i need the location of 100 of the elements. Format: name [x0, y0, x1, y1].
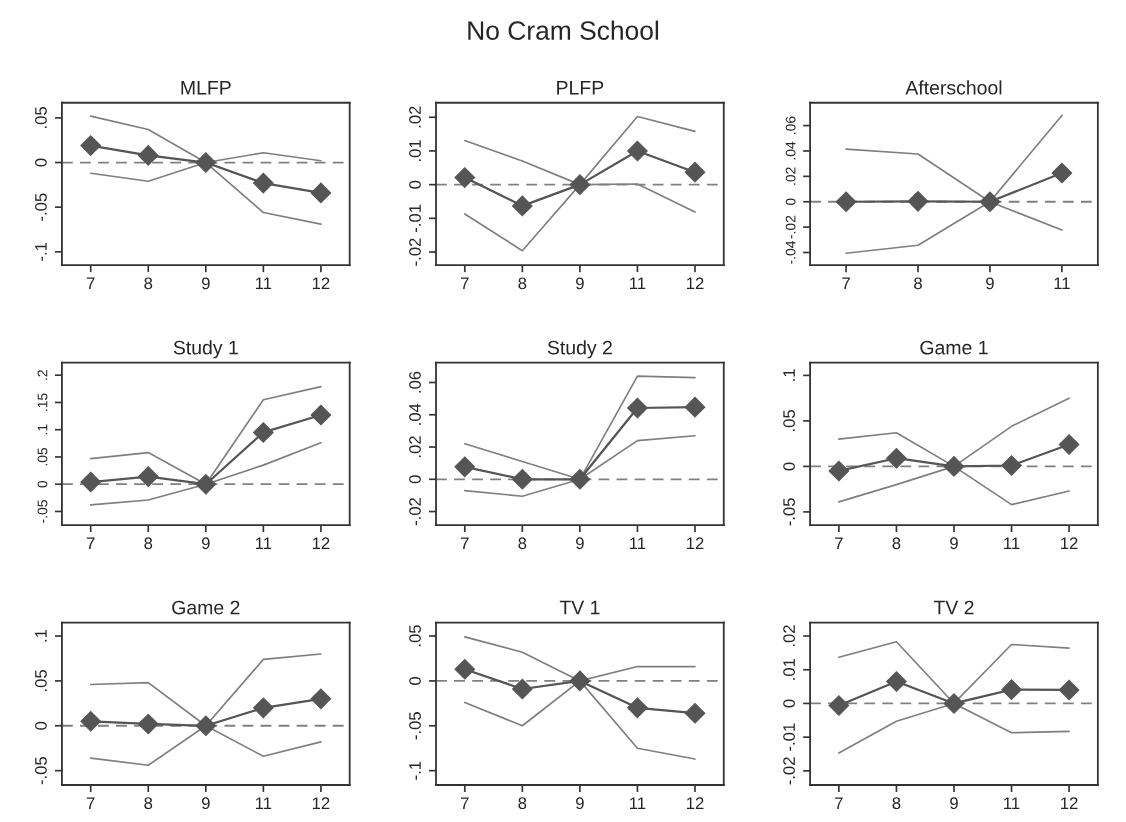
chart-title: PLFP: [557, 81, 604, 95]
y-tick-label: -.05: [409, 712, 421, 740]
y-tick-label: -.05: [783, 498, 795, 526]
chart-title: TV 2: [933, 600, 974, 615]
point: [253, 172, 274, 194]
y-tick-label: .1: [37, 424, 48, 435]
x-tick-label: 8: [892, 797, 901, 810]
y-tick-label: .05: [409, 625, 421, 647]
point: [253, 422, 274, 443]
y-tick-label: -.01: [409, 204, 421, 232]
x-tick-label: 9: [201, 797, 210, 810]
point: [886, 447, 907, 469]
point: [907, 191, 929, 212]
x-tick-label: 12: [686, 537, 704, 549]
y-tick-label: .06: [409, 371, 421, 393]
y-tick-label: .02: [409, 106, 421, 128]
chart-title: Study 1: [173, 340, 238, 359]
y-tick-label: .05: [37, 447, 48, 466]
y-tick-label: -.1: [409, 761, 421, 780]
point: [310, 182, 332, 204]
point: [684, 161, 706, 183]
y-tick-label: -.04: [785, 240, 796, 264]
point: [835, 191, 857, 213]
x-tick-label: 12: [686, 277, 704, 290]
y-tick-label: -.02: [409, 498, 421, 526]
y-tick-label: .05: [35, 107, 47, 128]
x-tick-label: 8: [518, 537, 527, 550]
y-tick-label: .02: [785, 167, 796, 185]
point: [828, 695, 850, 716]
y-tick-label: 0: [37, 480, 48, 488]
y-tick-label: .1: [783, 369, 795, 381]
x-tick-label: 9: [201, 277, 210, 290]
y-tick-label: .05: [783, 410, 795, 431]
x-tick-label: 9: [576, 537, 584, 550]
point: [512, 195, 533, 217]
point: [310, 404, 332, 426]
chart-title: Study 2: [547, 340, 612, 359]
y-tick-label: .2: [37, 370, 48, 380]
point: [512, 468, 533, 490]
point: [454, 658, 476, 680]
y-tick-label: 0: [783, 699, 795, 708]
x-tick-label: 7: [835, 797, 843, 809]
x-tick-label: 8: [144, 537, 153, 550]
chart-title: Game 1: [920, 340, 988, 355]
y-tick-label: .15: [37, 393, 48, 411]
x-tick-label: 7: [461, 277, 469, 290]
x-tick-label: 7: [835, 537, 843, 549]
x-tick-label: 7: [461, 797, 469, 809]
y-tick-label: -.05: [35, 756, 47, 785]
point: [1051, 162, 1073, 184]
x-tick-label: 12: [312, 537, 330, 549]
point: [943, 456, 965, 477]
point: [80, 135, 102, 156]
x-tick-label: 12: [1061, 797, 1078, 809]
point: [684, 396, 706, 418]
x-tick-label: 8: [518, 797, 527, 810]
point: [627, 397, 648, 419]
x-tick-label: 11: [255, 277, 272, 290]
point: [569, 468, 591, 490]
point: [310, 688, 332, 710]
point: [80, 471, 102, 493]
y-tick-label: -.05: [37, 500, 48, 523]
y-tick-label: .04: [409, 403, 421, 425]
point: [454, 456, 476, 478]
point: [137, 713, 159, 735]
y-tick-label: 0: [409, 180, 421, 189]
x-tick-label: 9: [950, 537, 958, 550]
point: [1058, 679, 1080, 701]
y-tick-label: 0: [35, 721, 47, 730]
x-tick-label: 9: [576, 797, 584, 810]
y-tick-label: 0: [785, 198, 796, 206]
x-tick-label: 12: [312, 797, 330, 809]
chart-title: Afterschool: [905, 80, 1002, 95]
point: [1058, 434, 1080, 455]
y-tick-label: .1: [35, 629, 47, 642]
x-tick-label: 7: [86, 797, 95, 809]
text: No Cram School: [468, 20, 659, 40]
x-tick-label: 11: [630, 277, 646, 290]
y-tick-label: -.02: [409, 238, 421, 266]
point: [137, 466, 159, 487]
point: [80, 710, 102, 732]
point: [195, 152, 217, 173]
y-tick-label: 0: [783, 462, 795, 471]
point: [253, 697, 274, 719]
x-tick-label: 12: [686, 797, 704, 809]
x-tick-label: 11: [1004, 797, 1020, 809]
y-tick-label: .06: [785, 116, 796, 134]
y-tick-label: -.05: [35, 193, 47, 221]
point: [828, 460, 850, 482]
y-tick-label: .01: [409, 140, 421, 162]
point: [454, 167, 476, 188]
x-tick-label: 11: [255, 797, 272, 809]
x-tick-label: 7: [842, 277, 850, 290]
point: [137, 145, 159, 166]
x-tick-label: 9: [201, 537, 210, 550]
point: [627, 697, 648, 719]
x-tick-label: 9: [576, 277, 584, 290]
y-tick-label: -.1: [35, 242, 47, 261]
y-tick-label: .04: [785, 141, 796, 160]
y-tick-label: .05: [35, 670, 47, 691]
